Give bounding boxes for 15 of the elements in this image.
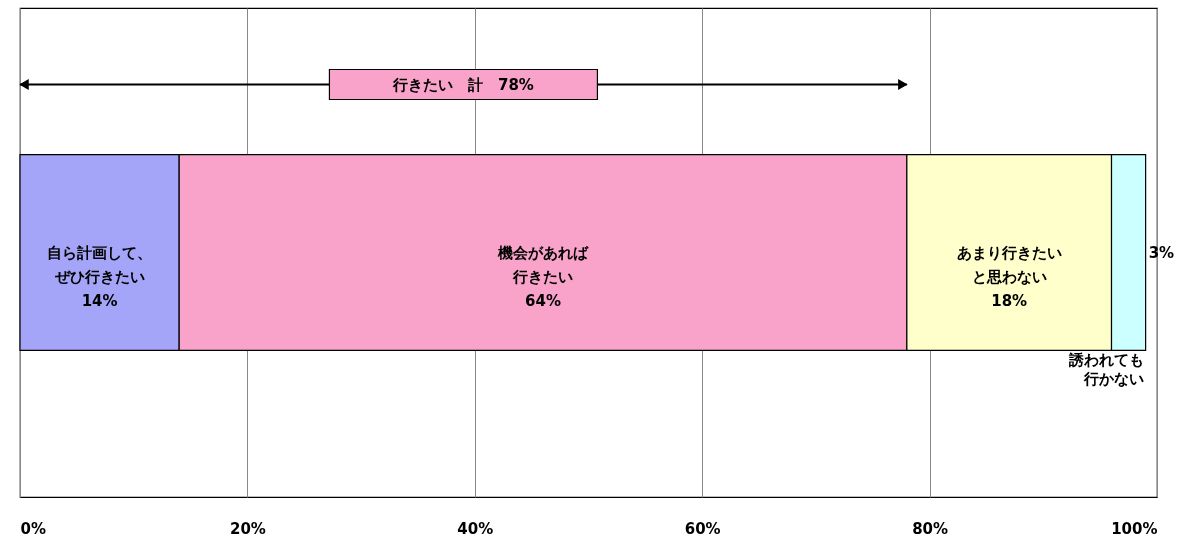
data-label: 18% [991,291,1028,310]
series-label: 機会があれば行きたい [497,243,590,286]
data-label: 64% [525,291,561,310]
x-tick-label: 100% [1111,519,1158,538]
data-label: 3% [1148,243,1175,262]
annotation: 行きたい 計 78% [391,75,534,94]
x-tick-label: 20% [229,519,266,538]
data-label: 14% [81,291,118,310]
x-tick-label: 80% [912,519,949,538]
series-label: 自ら計画して、ぜひ行きたい [47,243,153,286]
series-label: 誘われても行かない [1067,350,1144,388]
series-label: あまり行きたいと思わない [956,243,1062,286]
x-tick-label: 0% [20,519,46,538]
x-tick-label: 40% [457,519,494,538]
x-tick-label: 60% [684,519,721,538]
